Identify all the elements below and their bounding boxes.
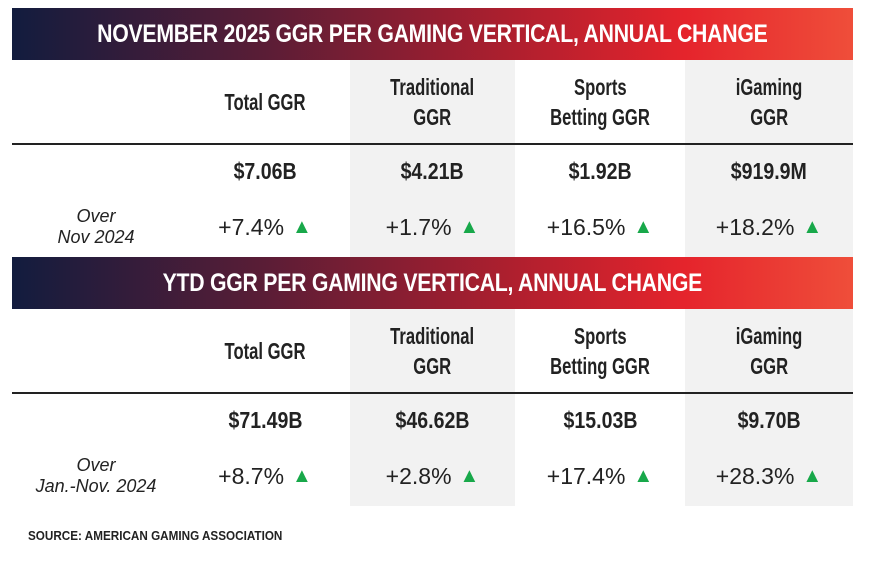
change-value: +1.7% bbox=[385, 213, 452, 240]
empty-header bbox=[12, 60, 180, 143]
change-label: Over Nov 2024 bbox=[12, 197, 180, 257]
header-line: iGaming bbox=[735, 73, 803, 100]
header-line: Total GGR bbox=[224, 337, 306, 364]
annual-change: +17.4% ▲ bbox=[515, 446, 685, 506]
header-divider bbox=[12, 392, 853, 394]
change-label-line: Over bbox=[76, 206, 116, 226]
up-arrow-icon: ▲ bbox=[292, 215, 312, 238]
up-arrow-icon: ▲ bbox=[802, 215, 823, 238]
change-label-line: Over bbox=[76, 455, 116, 475]
up-arrow-icon: ▲ bbox=[459, 464, 480, 487]
header-line: GGR bbox=[413, 103, 452, 130]
change-label-line: Nov 2024 bbox=[57, 227, 135, 247]
header-line: Traditional bbox=[390, 322, 475, 349]
up-arrow-icon: ▲ bbox=[633, 464, 654, 487]
header-divider bbox=[12, 143, 853, 145]
value-text: $4.21B bbox=[400, 157, 465, 184]
change-value: +17.4% bbox=[546, 462, 626, 489]
column-header: iGaming GGR bbox=[685, 60, 853, 143]
header-line: Sports bbox=[573, 73, 627, 100]
up-arrow-icon: ▲ bbox=[459, 215, 480, 238]
ggr-infographic: NOVEMBER 2025 GGR PER GAMING VERTICAL, A… bbox=[12, 8, 853, 506]
value-text: $15.03B bbox=[563, 406, 637, 433]
annual-change: +7.4% ▲ bbox=[180, 197, 350, 257]
up-arrow-icon: ▲ bbox=[633, 215, 654, 238]
ggr-table: Total GGR Traditional GGR Sports Betting GGR… bbox=[12, 309, 853, 506]
change-value: +2.8% bbox=[385, 462, 452, 489]
header-line: iGaming bbox=[735, 322, 803, 349]
header-line: Betting GGR bbox=[550, 103, 650, 130]
change-value: +16.5% bbox=[546, 213, 626, 240]
table-title: NOVEMBER 2025 GGR PER GAMING VERTICAL, A… bbox=[97, 19, 768, 48]
ggr-value: $46.62B bbox=[350, 394, 515, 446]
annual-change: +1.7% ▲ bbox=[350, 197, 515, 257]
up-arrow-icon: ▲ bbox=[802, 464, 823, 487]
header-line: Sports bbox=[573, 322, 627, 349]
change-value: +7.4% bbox=[218, 213, 285, 240]
column-header: Total GGR bbox=[180, 309, 350, 392]
column-header: Sports Betting GGR bbox=[515, 309, 685, 392]
table-title-banner: YTD GGR PER GAMING VERTICAL, ANNUAL CHAN… bbox=[12, 257, 853, 309]
ggr-value: $919.9M bbox=[685, 145, 853, 197]
table-title-banner: NOVEMBER 2025 GGR PER GAMING VERTICAL, A… bbox=[12, 8, 853, 60]
source-note: SOURCE: AMERICAN GAMING ASSOCIATION bbox=[28, 528, 283, 543]
table-title: YTD GGR PER GAMING VERTICAL, ANNUAL CHAN… bbox=[162, 268, 703, 297]
change-value: +18.2% bbox=[715, 213, 795, 240]
ggr-table: Total GGR Traditional GGR Sports Betting GGR… bbox=[12, 60, 853, 257]
change-label: Over Jan.-Nov. 2024 bbox=[12, 446, 180, 506]
change-label-line: Jan.-Nov. 2024 bbox=[35, 476, 157, 496]
value-text: $919.9M bbox=[730, 157, 808, 184]
value-text: $71.49B bbox=[228, 406, 302, 433]
empty-cell bbox=[12, 394, 180, 446]
value-text: $1.92B bbox=[568, 157, 632, 184]
column-header: Traditional GGR bbox=[350, 309, 515, 392]
value-text: $46.62B bbox=[395, 406, 470, 433]
header-line: Total GGR bbox=[224, 88, 306, 115]
up-arrow-icon: ▲ bbox=[292, 464, 312, 487]
ggr-value: $7.06B bbox=[180, 145, 350, 197]
value-text: $9.70B bbox=[737, 406, 801, 433]
column-header: Traditional GGR bbox=[350, 60, 515, 143]
annual-change: +28.3% ▲ bbox=[685, 446, 853, 506]
empty-cell bbox=[12, 145, 180, 197]
annual-change: +18.2% ▲ bbox=[685, 197, 853, 257]
annual-change: +8.7% ▲ bbox=[180, 446, 350, 506]
change-value: +8.7% bbox=[218, 462, 285, 489]
header-line: GGR bbox=[750, 103, 788, 130]
change-value: +28.3% bbox=[715, 462, 795, 489]
ggr-value: $71.49B bbox=[180, 394, 350, 446]
ggr-value: $1.92B bbox=[515, 145, 685, 197]
annual-change: +2.8% ▲ bbox=[350, 446, 515, 506]
empty-header bbox=[12, 309, 180, 392]
column-header: iGaming GGR bbox=[685, 309, 853, 392]
ggr-value: $4.21B bbox=[350, 145, 515, 197]
header-line: GGR bbox=[413, 352, 452, 379]
header-line: GGR bbox=[750, 352, 788, 379]
column-header: Total GGR bbox=[180, 60, 350, 143]
header-line: Betting GGR bbox=[550, 352, 650, 379]
column-header: Sports Betting GGR bbox=[515, 60, 685, 143]
header-line: Traditional bbox=[390, 73, 475, 100]
annual-change: +16.5% ▲ bbox=[515, 197, 685, 257]
ggr-value: $9.70B bbox=[685, 394, 853, 446]
value-text: $7.06B bbox=[233, 157, 297, 184]
ggr-value: $15.03B bbox=[515, 394, 685, 446]
